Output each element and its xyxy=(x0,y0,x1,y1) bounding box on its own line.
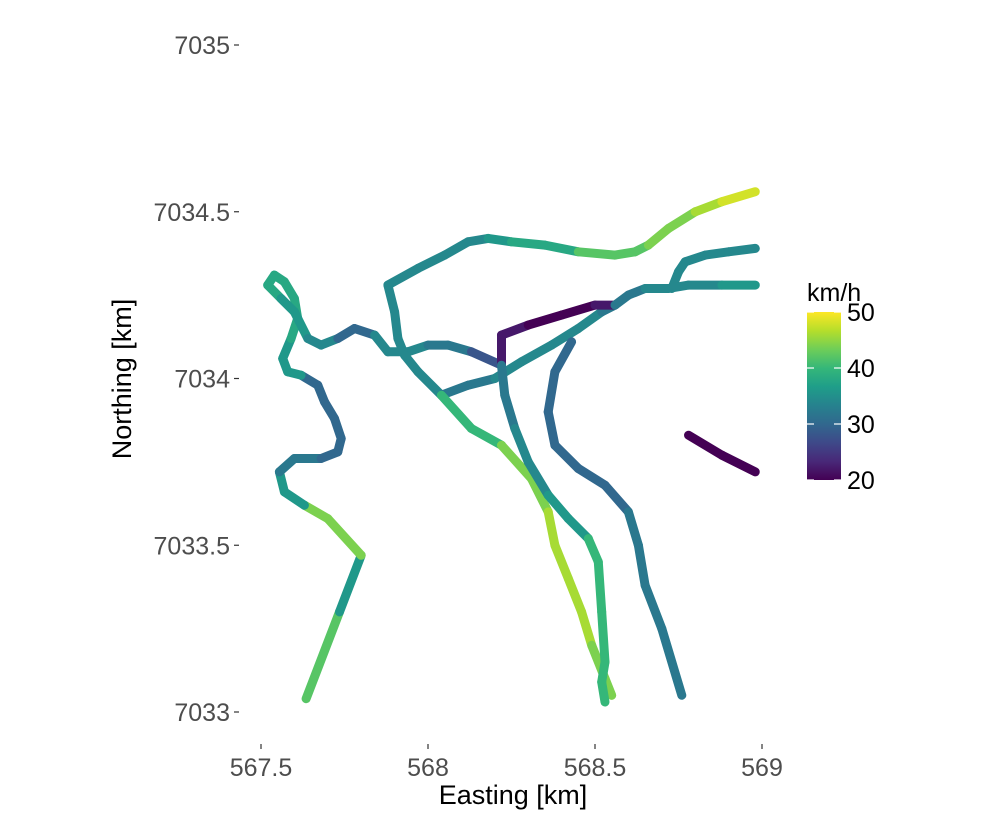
road-piece xyxy=(664,207,700,233)
road-segment xyxy=(383,340,506,370)
road-piece xyxy=(543,490,573,524)
road-piece xyxy=(517,340,557,367)
y-tick-label: 7035 xyxy=(174,32,230,60)
road-piece xyxy=(557,300,600,320)
x-tick-label: 568 xyxy=(407,754,449,782)
x-axis-title: Easting [km] xyxy=(439,780,588,810)
road-piece xyxy=(550,337,577,377)
road-piece xyxy=(335,550,366,617)
road-segment xyxy=(497,360,610,707)
road-piece xyxy=(543,507,560,550)
road-piece xyxy=(497,320,533,340)
road-segment xyxy=(301,550,366,704)
road-piece xyxy=(563,574,587,617)
legend-tick-label: 40 xyxy=(847,355,875,383)
road-piece xyxy=(463,374,500,390)
road-segment xyxy=(643,187,760,250)
legend-title: km/h xyxy=(807,279,861,307)
road-piece xyxy=(543,367,560,417)
road-piece xyxy=(600,480,633,517)
road-piece xyxy=(497,360,510,400)
legend-tick-label: 30 xyxy=(847,411,875,439)
road-piece xyxy=(383,263,423,290)
road-piece xyxy=(623,507,643,550)
road-piece xyxy=(573,247,620,260)
road-piece xyxy=(550,540,573,584)
road-piece xyxy=(633,540,650,590)
road-piece xyxy=(690,197,727,217)
road-piece xyxy=(573,307,607,333)
road-piece xyxy=(573,464,610,490)
road-piece xyxy=(383,280,400,317)
road-piece xyxy=(577,607,597,650)
road-segment xyxy=(383,280,446,400)
road-piece xyxy=(593,557,607,617)
x-axis: 567.5 568 568.5 569 xyxy=(230,744,783,782)
y-tick-label: 7034.5 xyxy=(154,199,230,227)
road-piece xyxy=(550,440,583,473)
road-piece xyxy=(527,474,553,517)
road-piece xyxy=(500,390,520,433)
road-segment xyxy=(543,337,687,700)
road-piece xyxy=(523,457,553,500)
road-piece xyxy=(413,367,446,400)
legend-colorbar xyxy=(807,312,841,480)
road-network xyxy=(263,187,760,707)
road-piece xyxy=(436,390,476,433)
road-segment xyxy=(263,270,313,380)
road-piece xyxy=(717,187,760,207)
road-segment xyxy=(299,500,366,560)
road-piece xyxy=(597,607,610,667)
road-piece xyxy=(540,240,583,257)
road-piece xyxy=(507,237,550,250)
road-piece xyxy=(543,407,560,450)
x-tick-label: 569 xyxy=(741,754,783,782)
road-segment xyxy=(497,300,620,370)
road-segment xyxy=(667,243,760,293)
road-piece xyxy=(563,514,593,544)
speed-legend: km/h 20 30 40 50 xyxy=(807,279,875,495)
y-axis-title: Northing [km] xyxy=(107,299,137,460)
road-segment xyxy=(274,370,346,510)
road-piece xyxy=(724,243,760,257)
road-piece xyxy=(323,514,366,560)
road-segment xyxy=(610,280,760,310)
road-piece xyxy=(466,347,506,370)
y-axis: 7033 7033.5 7034 7034.5 7035 xyxy=(154,32,239,727)
legend-tick-label: 20 xyxy=(847,467,875,495)
road-piece xyxy=(523,310,567,330)
road-piece xyxy=(510,424,533,467)
road-piece xyxy=(413,250,450,273)
road-piece xyxy=(597,677,610,707)
road-piece xyxy=(684,430,727,460)
y-tick-label: 7033 xyxy=(174,699,230,727)
road-piece xyxy=(717,450,760,477)
road-segment xyxy=(303,324,393,357)
road-piece xyxy=(497,440,536,484)
y-tick-label: 7034 xyxy=(174,366,230,394)
road-piece xyxy=(466,424,506,450)
road-piece xyxy=(547,324,583,350)
road-piece xyxy=(289,307,313,343)
road-segment xyxy=(684,430,760,477)
road-piece xyxy=(301,607,344,704)
y-tick-label: 7033.5 xyxy=(154,532,230,560)
road-piece xyxy=(657,624,687,700)
x-tick-label: 567.5 xyxy=(230,754,293,782)
road-piece xyxy=(640,580,667,634)
x-tick-label: 568.5 xyxy=(564,754,627,782)
road-segment xyxy=(383,233,653,290)
road-segment xyxy=(436,390,617,700)
legend-tick-label: 50 xyxy=(847,299,875,327)
legend-ticks: 20 30 40 50 xyxy=(807,299,875,495)
